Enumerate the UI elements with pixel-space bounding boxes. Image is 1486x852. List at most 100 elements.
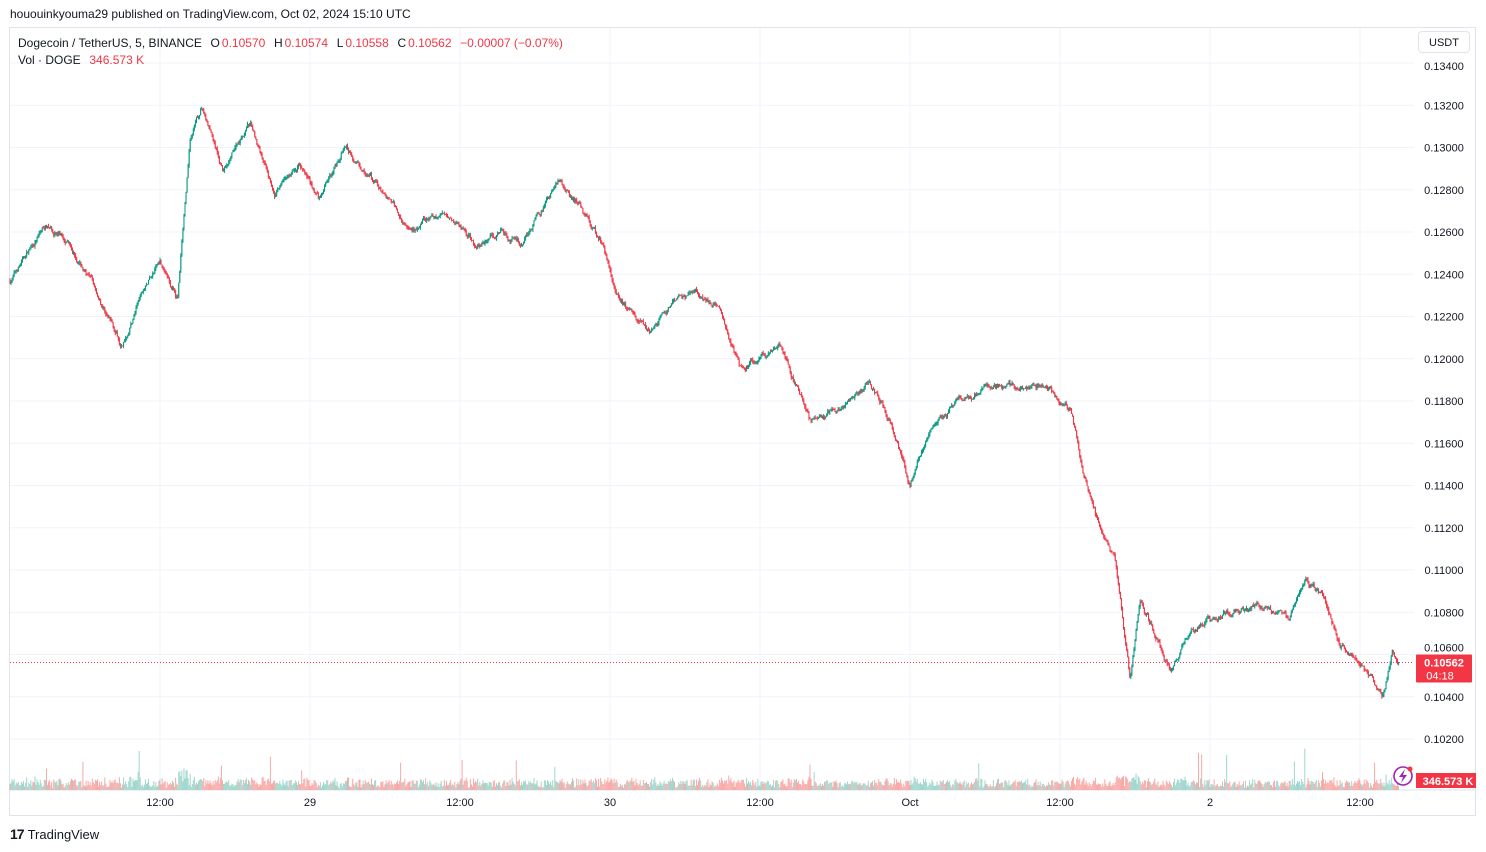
volume-bar [160,784,162,790]
symbol-title[interactable]: Dogecoin / TetherUS, 5, BINANCE [18,36,202,50]
candle-body [1341,644,1343,646]
volume-bar [1200,778,1202,790]
candle-body [49,227,51,229]
volume-bar [561,778,563,790]
candle-body [985,385,987,387]
volume-bar [704,784,706,790]
volume-bar [665,783,667,790]
candle-body [313,188,315,193]
candle-body [538,213,540,215]
candle-body [259,146,261,152]
volume-bar [333,781,335,790]
volume-bar [501,787,503,790]
volume-bar [538,787,540,790]
volume-bar [702,784,704,790]
volume-bar [302,783,304,790]
volume-bar [293,783,295,790]
candle-body [684,296,686,298]
candle-body [1362,665,1364,667]
lightning-icon[interactable] [1393,766,1413,786]
volume-bar [9,784,11,790]
candle-body [1228,612,1230,614]
tradingview-logo[interactable]: 17 TradingView [10,826,99,842]
candle-body [1322,592,1323,595]
volume-bar [329,783,331,790]
candle-body [994,385,996,387]
volume-bar [712,782,714,790]
volume-bar [1188,786,1190,790]
candle-body [1016,387,1018,389]
volume-bar [370,778,372,790]
volume-bar [515,760,517,790]
volume-bar [1186,785,1188,790]
volume-bar [184,778,186,790]
candle-body [522,244,523,245]
volume-bar [689,785,691,790]
candle-body [1363,665,1365,670]
volume-bar [424,784,426,790]
candle-body [920,452,922,456]
candle-body [761,352,763,356]
volume-bar [282,779,284,790]
volume-bar [437,783,439,790]
volume-bar [1148,778,1150,790]
volume-bar [924,781,926,790]
candle-body [833,409,835,410]
candle-body [130,323,132,328]
candle-body [1179,654,1181,658]
x-tick-label: 12:00 [1046,797,1074,809]
volume-bar [969,784,971,790]
volume-bar [375,780,377,790]
volume-bar [1145,787,1147,790]
volume-bar [102,785,104,790]
volume-bar [600,778,602,790]
candle-body [533,220,535,225]
volume-bar [1058,783,1060,790]
volume-bar [322,785,323,790]
candle-body [177,296,179,299]
volume-bar [81,787,83,790]
volume-bar [872,781,873,790]
candle-body [68,241,70,244]
candle-body [998,384,1000,387]
volume-bar [348,777,350,790]
volume-bar [1329,780,1331,790]
candle-body [276,192,278,195]
candle-body [329,174,331,178]
candle-body [765,356,767,358]
x-tick-label: 30 [604,797,616,809]
currency-button[interactable]: USDT [1418,31,1470,53]
y-tick-label: 0.11400 [1425,481,1464,493]
volume-bar [349,786,351,790]
volume-bar [406,784,408,790]
volume-bar [1274,780,1276,790]
candle-body [1273,611,1275,613]
candle-body [1206,618,1208,621]
candle-body [814,417,816,418]
volume-bar [284,785,286,790]
candle-body [36,237,38,242]
candle-body [233,150,235,152]
candle-body [31,245,33,248]
last-price-label: 0.10562 [1424,658,1464,670]
candle-body [141,292,143,293]
volume-bar [82,761,84,790]
volume-bar [762,783,764,790]
candle-body [1359,663,1361,667]
volume-bar [172,780,173,790]
volume-bar [1306,784,1308,790]
candle-body [379,187,381,189]
volume-bar [429,780,431,790]
volume-bar [1267,781,1269,790]
candle-body [1276,612,1278,615]
volume-bar [856,781,858,790]
volume-bar [673,780,675,790]
candle-body [375,181,377,183]
volume-bar [1185,779,1187,790]
volume-label[interactable]: Vol · DOGE [18,53,81,67]
candle-body [535,216,537,220]
volume-bar [908,781,910,790]
volume-bar [479,781,481,790]
volume-bar [542,787,544,790]
